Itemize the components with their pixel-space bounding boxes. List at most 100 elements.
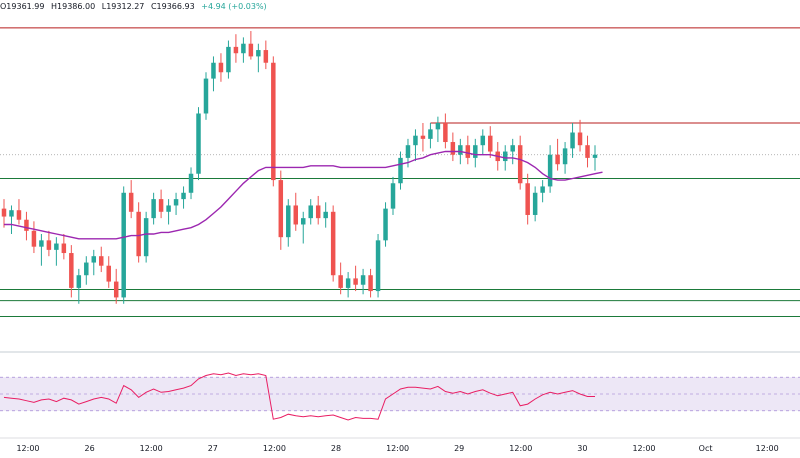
candle-body	[435, 123, 441, 130]
candle-body	[91, 256, 97, 263]
moving-average-line	[4, 150, 603, 240]
time-tick-label: 12:00	[16, 444, 39, 453]
candle-body	[99, 256, 104, 266]
price-pane	[0, 27, 800, 317]
candle-body	[532, 192, 538, 215]
time-tick-label: 12:00	[756, 444, 779, 453]
candle-body	[345, 278, 351, 288]
time-tick-label: 12:00	[509, 444, 532, 453]
candle-body	[450, 142, 456, 155]
time-tick-label: 29	[454, 444, 464, 453]
candle-body	[211, 62, 216, 79]
candle-body	[39, 240, 44, 247]
candle-body	[488, 135, 493, 152]
candle-body	[136, 211, 141, 257]
ohlc-readout: O19361.99 H19386.00 L19312.27 C19366.93 …	[0, 2, 271, 11]
candle-body	[398, 157, 403, 184]
candle-body	[510, 145, 515, 152]
candle-body	[1, 208, 7, 217]
candle-body	[24, 219, 29, 231]
candle-body	[248, 43, 254, 57]
time-tick-label: 12:00	[632, 444, 655, 453]
close-value: C19366.93	[150, 2, 195, 11]
time-tick-label: 12:00	[263, 444, 286, 453]
candle-body	[293, 205, 299, 225]
candle-body	[562, 148, 568, 165]
candle-body	[69, 253, 74, 288]
candle-body	[428, 129, 433, 139]
candle-body	[383, 208, 388, 241]
time-axis: 12:00 26 12:00 27 12:00 28 12:00 29 12:00 30 12:00…	[0, 437, 800, 453]
candle-body	[315, 205, 321, 219]
rsi-line	[3, 372, 595, 421]
time-tick-label: 28	[331, 444, 341, 453]
candle-body	[443, 123, 448, 143]
candle-body	[84, 262, 89, 276]
candle-body	[540, 186, 545, 193]
candle-body	[203, 78, 209, 114]
candle-body	[54, 243, 59, 250]
candle-body	[233, 46, 239, 54]
candle-body	[181, 192, 186, 200]
time-tick-label: 12:00	[386, 444, 409, 453]
candle-body	[16, 210, 22, 220]
candle-body	[405, 145, 411, 158]
candle-body	[218, 62, 224, 73]
candle-body	[226, 46, 231, 73]
candle-body	[143, 218, 149, 257]
time-tick-label: 30	[577, 444, 587, 453]
low-value: L19312.27	[101, 2, 145, 11]
candle-body	[330, 211, 336, 276]
candle-body	[323, 211, 328, 219]
candle-body	[480, 135, 486, 146]
candle-body	[465, 145, 471, 158]
candle-body	[256, 50, 261, 57]
candle-body	[360, 275, 366, 285]
candle-body	[173, 199, 179, 206]
candle-body	[390, 183, 396, 209]
candle-body	[353, 278, 358, 285]
candle-body	[592, 154, 598, 158]
open-value: O19361.99	[0, 2, 45, 11]
candle-body	[473, 145, 478, 158]
candle-body	[577, 132, 583, 146]
candle-body	[555, 154, 560, 165]
candle-body	[61, 243, 67, 254]
candle-body	[458, 145, 463, 155]
candle-body	[413, 135, 418, 146]
candle-body	[502, 151, 508, 162]
candle-body	[368, 275, 373, 292]
candle-body	[375, 240, 381, 292]
time-tick-label: 26	[85, 444, 95, 453]
candle-body	[420, 135, 426, 139]
candle-body	[300, 218, 306, 225]
candle-body	[188, 173, 194, 193]
candle-body	[525, 183, 530, 215]
candle-body	[9, 210, 14, 217]
candle-body	[128, 192, 134, 212]
candle-body	[286, 205, 291, 238]
change-value: +4.94 (+0.03%)	[201, 2, 267, 11]
candle-body	[271, 62, 276, 181]
time-tick-label: Oct	[699, 444, 713, 453]
candle-body	[31, 230, 37, 247]
candle-body	[278, 180, 284, 238]
candle-body	[158, 199, 164, 212]
candle-body	[241, 43, 246, 54]
candle-body	[166, 205, 171, 212]
time-tick-label: 27	[208, 444, 218, 453]
candle-body	[46, 240, 52, 250]
rsi-pane	[0, 351, 800, 421]
candle-body	[585, 145, 590, 158]
candle-body	[113, 281, 119, 298]
time-tick-label: 12:00	[140, 444, 163, 453]
candle-body	[263, 50, 269, 63]
candle-body	[196, 113, 201, 174]
candle-body	[76, 275, 82, 288]
candle-body	[547, 154, 553, 187]
candle-body	[121, 192, 126, 298]
candle-body	[151, 199, 156, 219]
candle-body	[308, 205, 313, 219]
candle-body	[517, 145, 523, 184]
